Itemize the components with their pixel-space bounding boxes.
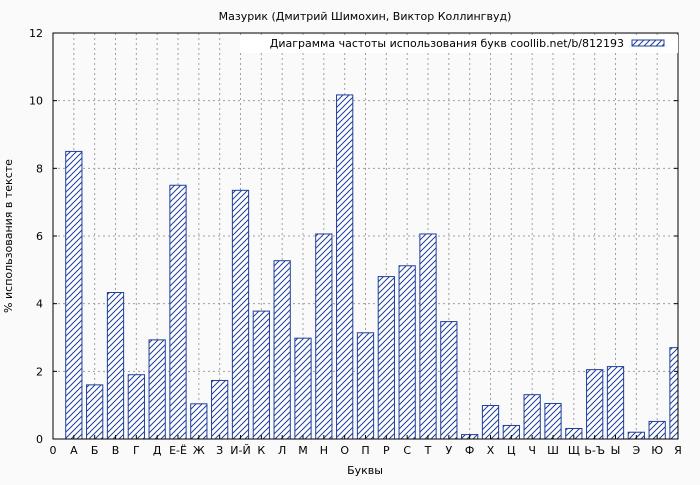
bar-О <box>336 94 354 440</box>
grid-layer <box>53 33 678 439</box>
x-tick-label: Ь-Ъ <box>584 444 605 457</box>
x-axis-label: Буквы <box>347 464 383 477</box>
x-tick-label: М <box>298 444 308 457</box>
x-tick-label: Я <box>674 444 682 457</box>
legend-swatch <box>631 39 665 47</box>
bar-В <box>106 292 125 440</box>
x-tick-label: У <box>445 444 452 457</box>
x-tick-label: П <box>361 444 369 457</box>
y-tick-label: 6 <box>36 230 43 243</box>
bar-Т <box>419 233 437 440</box>
x-tick-label: Ю <box>651 444 663 457</box>
legend-label: Диаграмма частоты использования букв coo… <box>270 37 624 50</box>
legend-background <box>240 35 678 53</box>
x-tick-label: З <box>216 444 223 457</box>
x-tick-label: Ч <box>528 444 536 457</box>
bar-Ш <box>544 402 562 440</box>
x-tick-label: 0 <box>50 444 57 457</box>
y-tick-label: 12 <box>29 27 43 40</box>
bar-И-Й <box>231 189 250 440</box>
bar-Д <box>148 339 166 440</box>
bar-П <box>356 332 375 440</box>
y-tick-label: 4 <box>36 298 43 311</box>
bar-А <box>65 150 83 440</box>
y-tick-label: 10 <box>29 95 43 108</box>
x-tick-label: О <box>340 444 349 457</box>
x-tick-label: С <box>403 444 411 457</box>
bar-Ч <box>523 394 541 440</box>
x-tick-label: Э <box>632 444 640 457</box>
y-tick-label: 2 <box>36 365 43 378</box>
bar-Е-Ё <box>169 184 187 440</box>
chart-title: Мазурик (Дмитрий Шимохин, Виктор Коллинг… <box>219 10 512 23</box>
bar-С <box>398 265 416 440</box>
bar-У <box>440 321 458 440</box>
bar-Х <box>481 405 500 440</box>
x-tick-label: Ш <box>547 444 559 457</box>
x-tick-label: Щ <box>568 444 580 457</box>
x-tick-label: Ц <box>507 444 516 457</box>
x-tick-label: Ж <box>193 444 205 457</box>
ticks-layer: 0 А Б В Г Д Е-Ё Ж З И-Й К Л М Н О П Р С Т У Ф Х Ц Ч Ш Щ Ь-Ъ Ы Э Ю Я024… <box>29 27 682 457</box>
bar-Р <box>377 276 395 440</box>
bar-Г <box>127 374 145 440</box>
x-tick-label: Ы <box>611 444 621 457</box>
x-tick-label: Д <box>153 444 162 457</box>
y-tick-label: 8 <box>36 162 43 175</box>
bar-Ы <box>606 366 625 440</box>
bar-К <box>252 310 270 440</box>
bar-Ж <box>190 403 208 440</box>
bar-Ь-Ъ <box>586 369 604 440</box>
bar-Л <box>273 260 291 440</box>
x-tick-label: Т <box>424 444 432 457</box>
x-tick-label: Х <box>487 444 495 457</box>
x-tick-label: Г <box>133 444 140 457</box>
bar-Б <box>86 384 104 440</box>
x-tick-label: В <box>112 444 120 457</box>
x-tick-label: Ф <box>465 444 474 457</box>
y-tick-label: 0 <box>36 433 43 446</box>
x-tick-label: Н <box>320 444 328 457</box>
bar-З <box>211 379 229 440</box>
bar-Я <box>669 347 679 440</box>
x-tick-label: Р <box>383 444 390 457</box>
legend: Диаграмма частоты использования букв coo… <box>240 35 678 53</box>
x-tick-label: Б <box>91 444 99 457</box>
x-tick-label: Е-Ё <box>169 444 187 457</box>
x-tick-label: Л <box>278 444 286 457</box>
bars-layer <box>65 94 679 440</box>
bar-Н <box>315 233 333 440</box>
bar-М <box>294 337 312 440</box>
x-tick-label: К <box>257 444 265 457</box>
y-axis-label: % использования в тексте <box>2 159 15 313</box>
x-tick-label: И-Й <box>230 444 250 457</box>
x-tick-label: А <box>70 444 78 457</box>
